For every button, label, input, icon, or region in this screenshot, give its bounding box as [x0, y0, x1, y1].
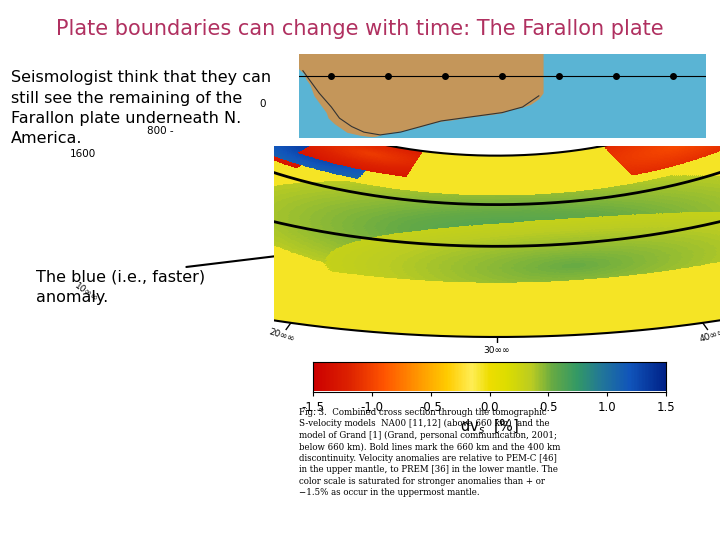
Text: The blue (i.e., faster)
anomaly.: The blue (i.e., faster) anomaly. [36, 270, 205, 306]
Text: 1600: 1600 [69, 149, 96, 159]
Text: Seismologist think that they can
still see the remaining of the
Farallon plate u: Seismologist think that they can still s… [11, 70, 271, 146]
Text: 30∞∞: 30∞∞ [484, 346, 510, 355]
Text: 20∞∞: 20∞∞ [267, 328, 295, 345]
X-axis label: dv$_s$  [%]: dv$_s$ [%] [460, 418, 519, 436]
Text: 800 -: 800 - [148, 126, 174, 136]
Text: 40∞∞: 40∞∞ [698, 328, 720, 345]
Polygon shape [299, 54, 543, 136]
Text: 10∞∞: 10∞∞ [73, 282, 100, 305]
Text: 0: 0 [259, 98, 266, 109]
Text: Plate boundaries can change with time: The Farallon plate: Plate boundaries can change with time: T… [56, 19, 664, 39]
Text: Fig. 3.  Combined cross section through the tomographic
S-velocity models  NA00 : Fig. 3. Combined cross section through t… [299, 408, 560, 497]
